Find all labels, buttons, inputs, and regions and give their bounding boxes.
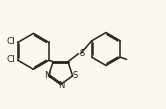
Text: S: S (72, 71, 77, 80)
Text: N: N (44, 71, 51, 80)
Text: S: S (79, 49, 84, 58)
Text: Cl: Cl (7, 37, 16, 46)
Text: N: N (58, 81, 64, 90)
Text: Cl: Cl (7, 55, 16, 64)
